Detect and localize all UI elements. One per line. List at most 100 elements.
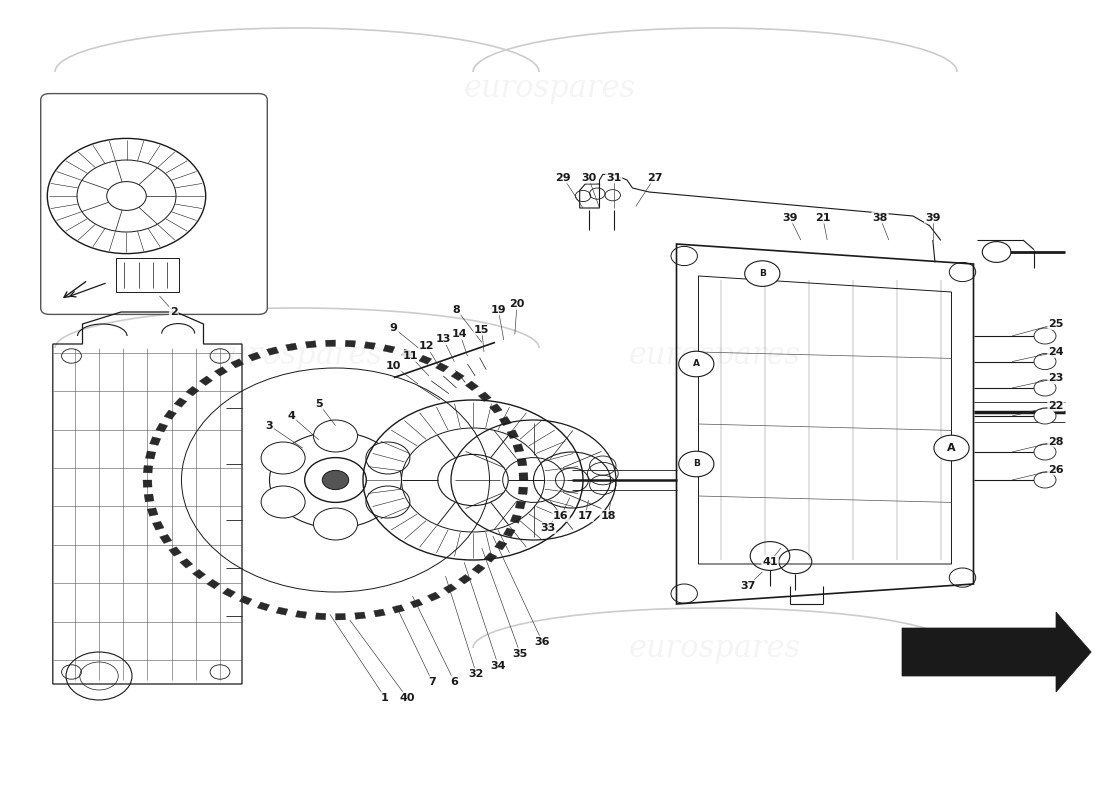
Text: 28: 28 [1048, 437, 1064, 446]
Polygon shape [519, 473, 528, 480]
Text: 15: 15 [474, 325, 490, 334]
Text: 27: 27 [647, 173, 662, 182]
Polygon shape [186, 386, 199, 396]
Text: 14: 14 [452, 329, 468, 338]
Text: A: A [947, 443, 956, 453]
Text: 37: 37 [740, 581, 756, 590]
Polygon shape [518, 487, 528, 494]
Circle shape [314, 420, 358, 452]
Text: 38: 38 [872, 213, 888, 222]
Text: 1: 1 [381, 693, 389, 702]
Text: 7: 7 [428, 677, 437, 686]
Polygon shape [902, 612, 1091, 692]
Text: 16: 16 [553, 511, 569, 521]
Polygon shape [490, 404, 503, 413]
Text: 17: 17 [578, 511, 593, 521]
Polygon shape [286, 343, 297, 351]
Text: A: A [948, 443, 955, 453]
Polygon shape [472, 564, 485, 574]
Text: 12: 12 [419, 342, 435, 351]
Text: 20: 20 [509, 299, 525, 309]
Polygon shape [150, 437, 161, 446]
Text: 18: 18 [601, 511, 616, 521]
Text: 39: 39 [782, 213, 797, 222]
Circle shape [314, 508, 358, 540]
Text: 30: 30 [581, 173, 596, 182]
Polygon shape [495, 541, 507, 550]
Circle shape [1034, 380, 1056, 396]
Circle shape [745, 261, 780, 286]
Polygon shape [478, 392, 492, 402]
Polygon shape [436, 362, 449, 372]
Polygon shape [179, 558, 192, 568]
Polygon shape [143, 480, 152, 487]
Text: eurospares: eurospares [211, 341, 383, 371]
Polygon shape [515, 501, 526, 509]
Text: 36: 36 [535, 637, 550, 646]
Polygon shape [345, 340, 355, 347]
Polygon shape [354, 612, 365, 619]
Polygon shape [222, 588, 235, 598]
Circle shape [1034, 354, 1056, 370]
Text: 2: 2 [169, 307, 178, 317]
Circle shape [1034, 444, 1056, 460]
Circle shape [982, 242, 1011, 262]
Polygon shape [336, 614, 345, 620]
Polygon shape [147, 508, 158, 516]
Polygon shape [239, 596, 252, 605]
Polygon shape [402, 350, 414, 358]
Text: 13: 13 [436, 334, 451, 344]
Bar [116, 258, 179, 292]
Polygon shape [484, 553, 497, 562]
Text: 29: 29 [556, 173, 571, 182]
Polygon shape [443, 584, 456, 594]
Text: 33: 33 [540, 523, 556, 533]
Text: eurospares: eurospares [629, 341, 801, 371]
Text: 3: 3 [266, 421, 273, 430]
Text: 39: 39 [925, 213, 940, 222]
Text: 35: 35 [513, 649, 528, 658]
Polygon shape [513, 444, 524, 452]
Polygon shape [192, 570, 206, 579]
Polygon shape [145, 451, 156, 459]
Text: 10: 10 [386, 361, 402, 370]
Circle shape [1034, 472, 1056, 488]
FancyBboxPatch shape [41, 94, 267, 314]
Polygon shape [231, 358, 244, 368]
Polygon shape [296, 610, 307, 618]
Text: 26: 26 [1048, 465, 1064, 474]
Text: 5: 5 [316, 399, 322, 409]
Polygon shape [207, 579, 220, 589]
Polygon shape [174, 398, 187, 407]
Polygon shape [459, 574, 472, 584]
Text: 21: 21 [815, 213, 830, 222]
Polygon shape [249, 352, 261, 361]
Polygon shape [199, 376, 212, 386]
Polygon shape [504, 528, 515, 537]
Text: eurospares: eurospares [464, 73, 636, 103]
Polygon shape [306, 341, 317, 348]
Polygon shape [144, 494, 154, 502]
Circle shape [1034, 328, 1056, 344]
Polygon shape [257, 602, 270, 610]
Circle shape [679, 451, 714, 477]
Polygon shape [143, 466, 153, 473]
Polygon shape [499, 417, 512, 426]
Text: 11: 11 [403, 351, 418, 361]
Polygon shape [465, 381, 478, 390]
Circle shape [366, 486, 410, 518]
Polygon shape [214, 366, 228, 376]
Circle shape [1034, 408, 1056, 424]
Text: 9: 9 [389, 323, 398, 333]
Text: 25: 25 [1048, 319, 1064, 329]
Polygon shape [393, 605, 405, 613]
Polygon shape [517, 458, 527, 466]
Polygon shape [364, 342, 375, 350]
Polygon shape [410, 599, 422, 608]
Polygon shape [419, 355, 431, 364]
Text: 31: 31 [606, 173, 621, 182]
Text: B: B [693, 459, 700, 469]
Circle shape [934, 435, 969, 461]
Text: 41: 41 [762, 557, 778, 566]
Text: 8: 8 [452, 305, 461, 314]
